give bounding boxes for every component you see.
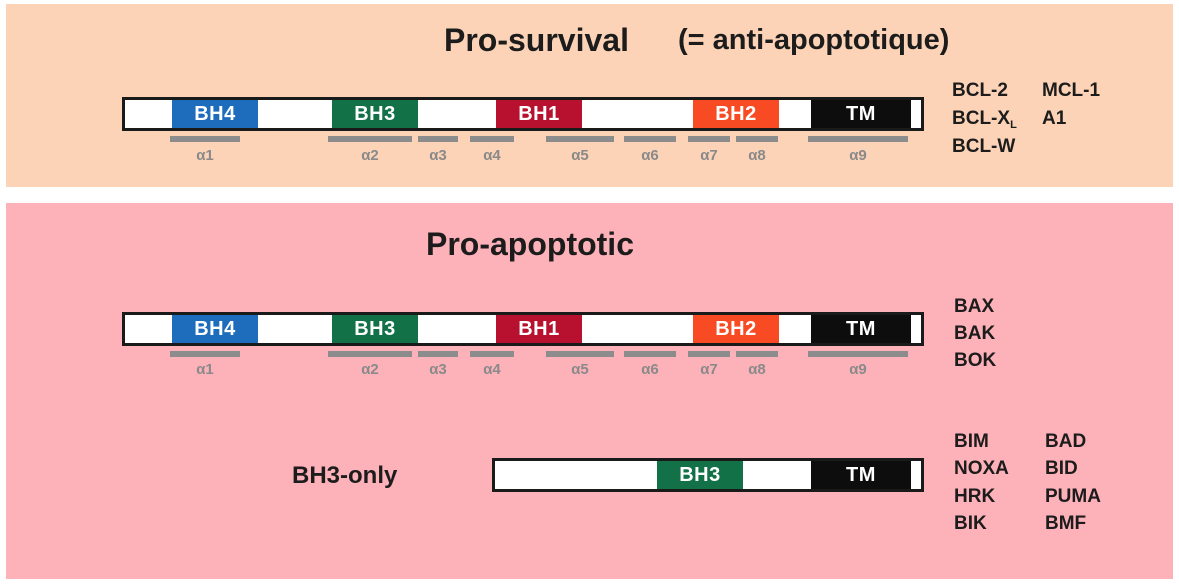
helix-label: α4 [483, 361, 501, 378]
bh3-only-label: BH3-only [292, 462, 398, 489]
helix-label: α3 [429, 361, 447, 378]
bh3-domain: BH3 [332, 315, 418, 343]
pro-apoptotic-domain-bar: BH4 BH3 BH1 BH2 TM [122, 312, 924, 346]
bh3-domain: BH3 [332, 100, 418, 128]
helix-bar [688, 351, 730, 357]
protein-name: BMF [1045, 513, 1087, 534]
protein-name: HRK [954, 486, 996, 507]
helix-bar [624, 351, 676, 357]
protein-name: PUMA [1045, 486, 1101, 507]
helix-label: α5 [571, 361, 589, 378]
bh1-domain: BH1 [496, 315, 582, 343]
helix-bar [328, 351, 412, 357]
helix-bar [418, 351, 458, 357]
helix-label: α2 [361, 147, 379, 164]
protein-name: BAK [954, 323, 996, 344]
bh1-domain: BH1 [496, 100, 582, 128]
bh3-only-domain-bar: BH3 TM [492, 458, 924, 492]
pro-apoptotic-title: Pro-apoptotic [426, 226, 634, 262]
helix-bar [546, 136, 614, 142]
tm-domain: TM [811, 315, 911, 343]
protein-name: BID [1045, 458, 1078, 479]
helix-bar [736, 351, 778, 357]
protein-name: BAD [1045, 431, 1087, 452]
bh4-domain: BH4 [172, 315, 258, 343]
helix-label: α3 [429, 147, 447, 164]
helix-bar [808, 351, 908, 357]
helix-label: α1 [196, 147, 214, 164]
helix-label: α4 [483, 147, 501, 164]
protein-name: BAX [954, 296, 995, 317]
helix-bar [170, 351, 240, 357]
helix-bar [546, 351, 614, 357]
helix-bar [418, 136, 458, 142]
protein-name: BOK [954, 350, 997, 371]
protein-subscript: L [1010, 119, 1017, 131]
helix-bar [470, 351, 514, 357]
pro-apoptotic-panel: Pro-apoptotic BH4 BH3 BH1 BH2 TM α1 α2 α… [6, 203, 1173, 579]
helix-label: α7 [700, 361, 718, 378]
helix-label: α9 [849, 147, 867, 164]
helix-label: α7 [700, 147, 718, 164]
helix-label: α1 [196, 361, 214, 378]
bh2-domain: BH2 [693, 315, 779, 343]
bh4-domain: BH4 [172, 100, 258, 128]
pro-survival-domain-bar: BH4 BH3 BH1 BH2 TM [122, 97, 924, 131]
protein-name: BIK [954, 513, 987, 534]
tm-domain: TM [811, 100, 911, 128]
pro-survival-panel: Pro-survival (= anti-apoptotique) BH4 BH… [6, 4, 1173, 187]
pro-survival-subtitle: (= anti-apoptotique) [678, 24, 950, 56]
helix-bar [736, 136, 778, 142]
helix-label: α6 [641, 147, 659, 164]
helix-label: α5 [571, 147, 589, 164]
helix-label: α9 [849, 361, 867, 378]
helix-bar [170, 136, 240, 142]
protein-name: BCL-W [952, 136, 1016, 157]
protein-name-base: BCL-X [952, 108, 1011, 129]
helix-label: α6 [641, 361, 659, 378]
bh2-domain: BH2 [693, 100, 779, 128]
protein-name: A1 [1042, 108, 1067, 129]
protein-name: NOXA [954, 458, 1009, 479]
helix-label: α2 [361, 361, 379, 378]
tm-domain: TM [811, 461, 911, 489]
pro-survival-title: Pro-survival [444, 22, 629, 58]
helix-label: α8 [748, 361, 766, 378]
helix-bar [470, 136, 514, 142]
helix-bar [328, 136, 412, 142]
helix-label: α8 [748, 147, 766, 164]
helix-bar [624, 136, 676, 142]
protein-name: BCL-XL [952, 106, 1017, 132]
protein-name: BIM [954, 431, 989, 452]
helix-bar [808, 136, 908, 142]
bh3-domain: BH3 [657, 461, 743, 489]
protein-name: BCL-2 [952, 80, 1008, 101]
helix-bar [688, 136, 730, 142]
protein-name: MCL-1 [1042, 80, 1101, 101]
